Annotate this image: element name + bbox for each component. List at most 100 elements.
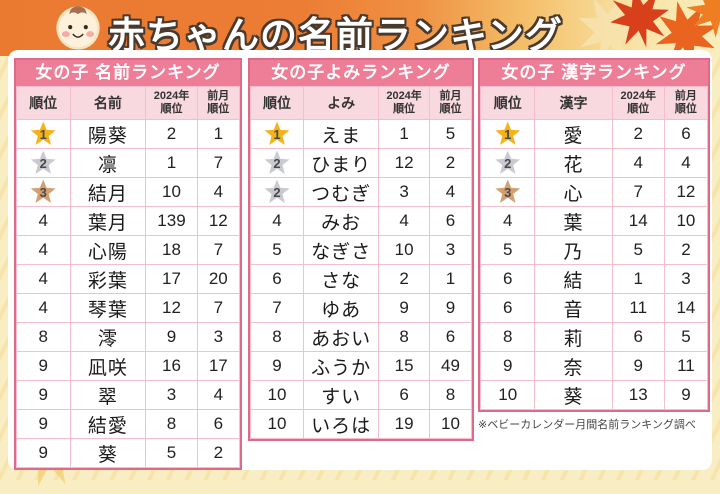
prev-month-cell: 8 (428, 380, 473, 410)
rank-2024-cell: 11 (611, 293, 665, 323)
table-row: 4 彩葉 17 20 (16, 264, 241, 294)
column-header: 2024年 順位 (378, 86, 430, 120)
prev-month-cell: 3 (663, 264, 709, 294)
name-cell: 琴葉 (69, 293, 147, 323)
prev-month-cell: 10 (428, 409, 473, 439)
table-row: 9 ふうか 15 49 (249, 351, 473, 381)
rank-2024-cell: 4 (611, 148, 665, 178)
column-header: 前月 順位 (196, 86, 241, 120)
rank-cell: 5 (479, 235, 536, 265)
table-row: 4 みお 4 6 (249, 206, 473, 236)
name-cell: 葉月 (69, 206, 147, 236)
column-header: 順位 (249, 86, 305, 120)
prev-month-cell: 14 (663, 293, 709, 323)
rank-2024-cell: 9 (611, 351, 665, 381)
table-title: 女の子 漢字ランキング (480, 60, 708, 86)
rank-cell: 9 (16, 409, 71, 439)
prev-month-cell: 7 (196, 148, 241, 178)
prev-month-cell: 4 (663, 148, 709, 178)
rank-cell: 2 (16, 148, 71, 178)
prev-month-cell: 1 (428, 264, 473, 294)
rank-2024-cell: 19 (378, 409, 430, 439)
prev-month-cell: 2 (428, 148, 473, 178)
rank-2024-cell: 8 (145, 409, 198, 439)
table-row: 1 陽葵 2 1 (16, 119, 241, 149)
rank-2024-cell: 5 (145, 438, 198, 468)
rank-2024-cell: 5 (611, 235, 665, 265)
name-cell: いろは (303, 409, 380, 439)
table-row: 5 なぎさ 10 3 (249, 235, 473, 265)
table-row: 9 奈 9 11 (479, 351, 709, 381)
column-header: 2024年 順位 (611, 86, 665, 120)
rank-2024-cell: 13 (611, 380, 665, 410)
rank-2024-cell: 2 (611, 119, 665, 149)
silver-star-icon: 2 (30, 150, 56, 176)
rank-2024-cell: 12 (145, 293, 198, 323)
prev-month-cell: 20 (196, 264, 241, 294)
rank-cell: 3 (479, 177, 536, 207)
rank-2024-cell: 12 (378, 148, 430, 178)
prev-month-cell: 17 (196, 351, 241, 381)
name-cell: 彩葉 (69, 264, 147, 294)
page-header: 赤ちゃんの名前ランキング (0, 0, 720, 66)
prev-month-cell: 2 (196, 438, 241, 468)
rank-cell: 9 (479, 351, 536, 381)
bronze-star-icon: 3 (495, 179, 521, 205)
rank-2024-cell: 10 (378, 235, 430, 265)
rank-cell: 9 (16, 380, 71, 410)
prev-month-cell: 3 (428, 235, 473, 265)
rank-cell: 1 (479, 119, 536, 149)
rank-cell: 4 (16, 235, 71, 265)
bronze-star-icon: 3 (30, 179, 56, 205)
name-cell: 音 (534, 293, 613, 323)
silver-star-icon: 2 (264, 150, 290, 176)
rank-cell: 10 (249, 409, 305, 439)
name-cell: 愛 (534, 119, 613, 149)
rank-cell: 6 (479, 264, 536, 294)
table-row: 9 凪咲 16 17 (16, 351, 241, 381)
footnote: ※ベビーカレンダー月間名前ランキング調べ (478, 419, 696, 431)
name-cell: ひまり (303, 148, 380, 178)
rank-cell: 6 (249, 264, 305, 294)
table-row: 9 結愛 8 6 (16, 409, 241, 439)
rank-cell: 2 (249, 148, 305, 178)
table-row: 3 結月 10 4 (16, 177, 241, 207)
gold-star-icon: 1 (495, 121, 521, 147)
table-title: 女の子 名前ランキング (16, 60, 240, 86)
rank-2024-cell: 10 (145, 177, 198, 207)
rank-2024-cell: 9 (378, 293, 430, 323)
name-cell: 陽葵 (69, 119, 147, 149)
prev-month-cell: 6 (428, 206, 473, 236)
rank-2024-cell: 17 (145, 264, 198, 294)
table-row: 10 すい 6 8 (249, 380, 473, 410)
prev-month-cell: 6 (663, 119, 709, 149)
rank-2024-cell: 16 (145, 351, 198, 381)
prev-month-cell: 5 (428, 119, 473, 149)
rank-cell: 4 (16, 206, 71, 236)
name-cell: 乃 (534, 235, 613, 265)
column-header: 順位 (479, 86, 536, 120)
rank-2024-cell: 1 (378, 119, 430, 149)
name-cell: つむぎ (303, 177, 380, 207)
name-cell: 心 (534, 177, 613, 207)
gold-star-icon: 1 (30, 121, 56, 147)
name-cell: えま (303, 119, 380, 149)
column-header: よみ (303, 86, 380, 120)
rank-cell: 9 (16, 351, 71, 381)
prev-month-cell: 9 (663, 380, 709, 410)
name-cell: すい (303, 380, 380, 410)
rank-cell: 9 (16, 438, 71, 468)
table-row: 7 ゆあ 9 9 (249, 293, 473, 323)
ranking-table-kanji-ranking: 女の子 漢字ランキング 順位 漢字 2024年 順位 前月 順位 1 愛 2 6 2 花 4 4 3 心 7 12 4… (478, 58, 710, 412)
table-row: 10 いろは 19 10 (249, 409, 473, 439)
rank-2024-cell: 14 (611, 206, 665, 236)
name-cell: 凪咲 (69, 351, 147, 381)
rank-cell: 3 (16, 177, 71, 207)
rank-2024-cell: 1 (145, 148, 198, 178)
prev-month-cell: 2 (663, 235, 709, 265)
table-row: 2 つむぎ 3 4 (249, 177, 473, 207)
